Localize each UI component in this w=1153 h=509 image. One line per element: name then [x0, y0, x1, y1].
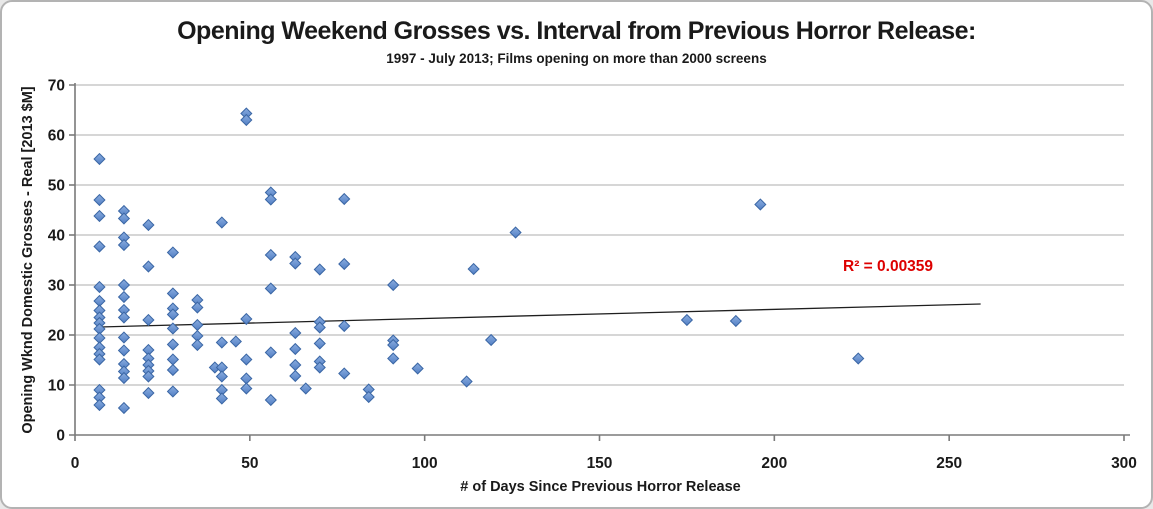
- x-axis-title: # of Days Since Previous Horror Release: [460, 479, 741, 495]
- data-point: [338, 319, 351, 333]
- x-tick-label: 100: [412, 455, 438, 472]
- data-point: [411, 362, 424, 375]
- trend-line: [99, 303, 981, 328]
- y-tick-label: 10: [48, 378, 65, 395]
- data-point: [142, 260, 155, 273]
- data-point: [215, 370, 228, 383]
- y-tick-label: 20: [48, 328, 65, 345]
- data-point: [729, 314, 742, 328]
- data-point: [852, 352, 865, 365]
- data-point: [93, 209, 106, 223]
- x-tick-label: 50: [241, 455, 258, 472]
- data-point: [117, 212, 131, 225]
- data-point: [93, 193, 106, 207]
- data-point: [117, 278, 131, 292]
- data-point: [166, 385, 180, 398]
- data-point: [313, 321, 326, 334]
- data-point: [387, 352, 400, 365]
- data-point: [117, 371, 131, 385]
- data-point: [289, 326, 302, 340]
- data-point: [93, 353, 106, 366]
- data-point: [117, 401, 131, 415]
- data-point: [240, 312, 253, 326]
- data-point: [338, 367, 351, 380]
- data-point: [313, 263, 326, 276]
- data-point: [264, 393, 277, 407]
- data-point: [191, 301, 204, 314]
- data-point: [93, 280, 106, 294]
- x-tick-label: 300: [1111, 455, 1137, 472]
- data-point: [484, 333, 498, 347]
- data-point: [117, 344, 131, 357]
- data-point: [299, 382, 312, 395]
- data-point: [264, 346, 277, 359]
- data-point: [166, 353, 180, 366]
- data-point: [387, 278, 400, 292]
- data-point: [240, 382, 253, 395]
- data-point: [264, 282, 277, 295]
- r-squared-label: R² = 0.00359: [843, 258, 934, 275]
- data-point: [240, 353, 253, 366]
- y-tick-label: 0: [56, 428, 65, 445]
- data-point: [338, 257, 351, 271]
- data-point: [93, 240, 106, 253]
- data-point: [93, 152, 106, 166]
- y-tick-label: 70: [48, 78, 65, 95]
- y-tick-label: 50: [48, 178, 65, 195]
- chart-title: Opening Weekend Grosses vs. Interval fro…: [177, 17, 976, 45]
- data-point: [338, 192, 351, 206]
- data-point: [460, 375, 473, 388]
- data-point: [387, 338, 400, 352]
- data-point: [215, 336, 228, 349]
- data-point: [166, 246, 180, 259]
- x-tick-label: 150: [587, 455, 613, 472]
- data-point: [191, 338, 204, 352]
- data-point: [166, 322, 180, 335]
- data-point: [215, 216, 228, 229]
- data-point: [362, 390, 375, 404]
- x-tick-label: 0: [71, 455, 80, 472]
- data-point: [117, 311, 131, 324]
- data-point: [240, 372, 253, 385]
- x-tick-label: 250: [936, 455, 962, 472]
- data-point: [117, 331, 131, 344]
- data-point: [142, 386, 155, 400]
- data-point: [166, 363, 180, 377]
- data-point: [229, 335, 242, 348]
- y-tick-label: 40: [48, 228, 65, 245]
- data-point: [264, 248, 277, 262]
- data-point: [93, 398, 106, 412]
- data-point: [166, 338, 180, 351]
- data-point: [509, 226, 522, 239]
- data-point: [754, 198, 767, 211]
- data-point: [166, 287, 180, 300]
- data-point: [680, 313, 694, 327]
- data-point: [117, 290, 131, 304]
- data-point: [313, 337, 326, 350]
- data-point: [142, 370, 155, 383]
- data-point: [264, 193, 277, 206]
- chart-subtitle: 1997 - July 2013; Films opening on more …: [386, 51, 767, 66]
- data-point: [166, 308, 180, 321]
- data-point: [313, 361, 326, 374]
- y-tick-label: 30: [48, 278, 65, 295]
- data-point: [142, 218, 155, 232]
- data-point: [215, 392, 228, 405]
- data-point: [142, 313, 155, 327]
- data-point: [117, 238, 131, 252]
- data-point: [240, 113, 253, 127]
- data-point: [289, 369, 302, 383]
- data-point: [467, 262, 480, 276]
- data-point: [289, 257, 302, 270]
- data-point: [289, 358, 302, 372]
- x-tick-label: 200: [761, 455, 787, 472]
- data-point: [191, 318, 204, 332]
- data-point: [289, 342, 302, 356]
- y-tick-label: 60: [48, 128, 65, 145]
